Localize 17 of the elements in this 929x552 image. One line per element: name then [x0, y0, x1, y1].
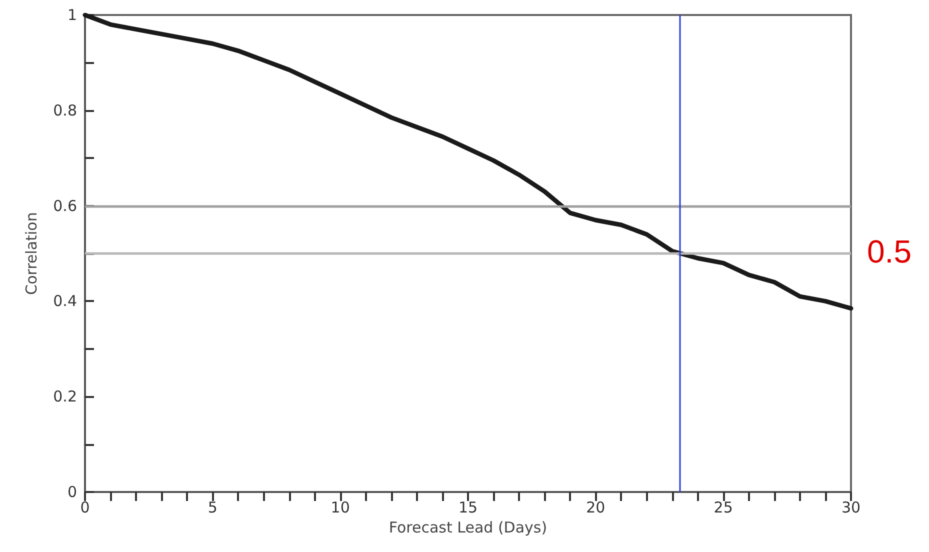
y-tick-label: 1	[67, 6, 77, 24]
x-tick-label: 15	[458, 498, 478, 516]
y-axis-title: Correlation	[22, 212, 40, 295]
x-tick-label: 20	[586, 498, 606, 516]
line-series	[82, 12, 854, 311]
x-tick-label: 30	[841, 498, 861, 516]
y-tick-label: 0.4	[53, 292, 77, 310]
y-tick-label: 0.8	[53, 101, 77, 120]
y-tick-label: 0.2	[53, 388, 77, 406]
y-tick-label: 0	[67, 483, 77, 501]
x-tick-label: 10	[330, 498, 350, 516]
x-tick-label: 0	[80, 498, 90, 516]
x-tick-label: 25	[714, 498, 733, 516]
x-axis-title: Forecast Lead (Days)	[388, 518, 548, 536]
annotation: 0.5	[867, 234, 912, 270]
x-tick-label: 5	[208, 498, 218, 516]
y-tick-label: 0.6	[53, 196, 77, 215]
